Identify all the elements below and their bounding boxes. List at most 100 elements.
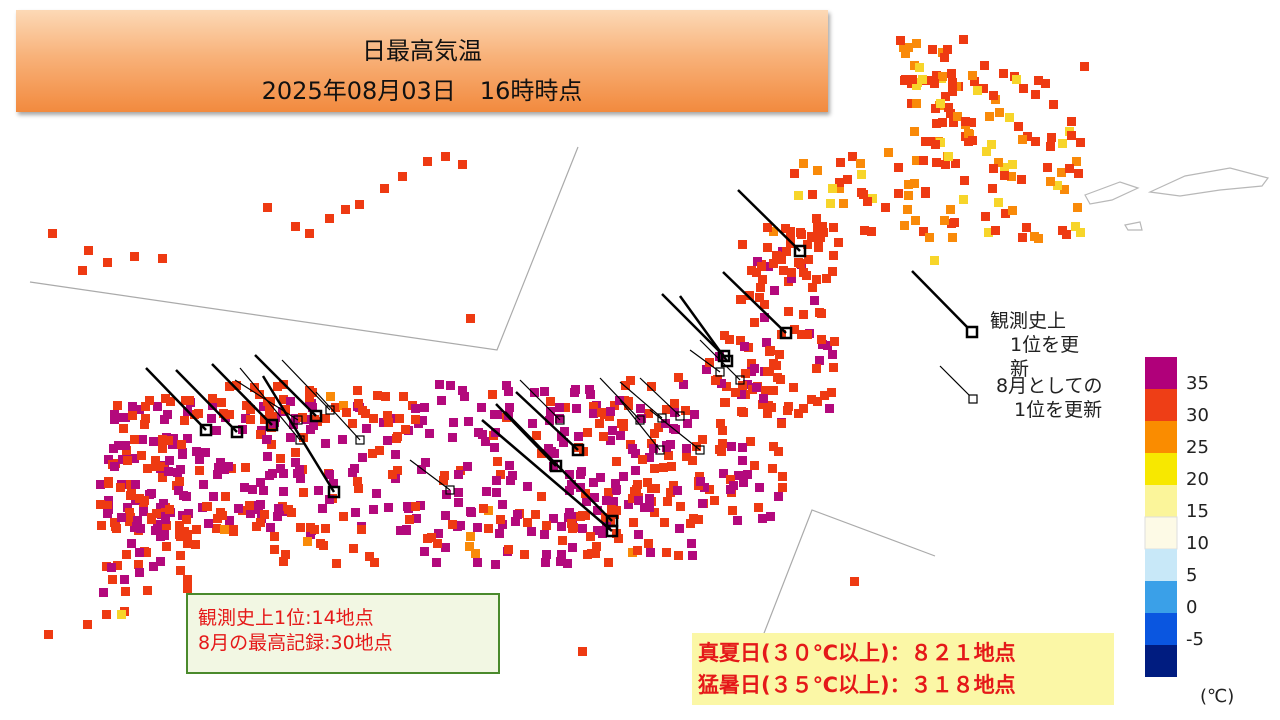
station-marker xyxy=(358,406,367,415)
station-marker xyxy=(126,491,135,500)
station-marker xyxy=(384,503,393,512)
station-marker xyxy=(163,410,172,419)
station-marker xyxy=(162,542,171,551)
station-marker xyxy=(453,522,462,531)
station-marker xyxy=(259,486,268,495)
station-marker xyxy=(710,496,719,505)
station-marker xyxy=(647,439,656,448)
station-marker xyxy=(797,230,806,239)
station-marker xyxy=(671,425,680,434)
station-marker xyxy=(439,476,448,485)
station-marker xyxy=(537,449,546,458)
station-marker xyxy=(546,397,555,406)
record-all-time-leader xyxy=(722,271,787,334)
station-marker xyxy=(369,505,378,514)
station-marker xyxy=(763,223,772,232)
station-marker xyxy=(769,227,778,236)
station-marker xyxy=(348,419,357,428)
station-marker xyxy=(725,335,734,344)
station-marker xyxy=(960,176,969,185)
station-marker xyxy=(375,446,384,455)
station-marker xyxy=(540,387,549,396)
station-marker xyxy=(1058,139,1067,148)
station-marker xyxy=(1049,100,1058,109)
station-marker xyxy=(591,549,600,558)
station-marker xyxy=(1012,75,1021,84)
record-all-time-leader xyxy=(175,369,238,433)
station-marker xyxy=(329,479,338,488)
station-marker xyxy=(464,417,473,426)
station-marker xyxy=(449,418,458,427)
station-marker xyxy=(199,480,208,489)
station-marker xyxy=(948,233,957,242)
station-marker xyxy=(574,443,583,452)
station-marker xyxy=(441,543,450,552)
station-marker xyxy=(122,446,131,455)
station-marker xyxy=(782,247,791,256)
station-marker xyxy=(130,252,139,261)
station-marker xyxy=(688,456,697,465)
station-marker xyxy=(636,404,645,413)
station-marker xyxy=(822,274,831,283)
coastline xyxy=(1084,167,1270,231)
station-marker xyxy=(830,337,839,346)
station-marker xyxy=(750,461,759,470)
station-marker xyxy=(141,402,150,411)
station-marker xyxy=(881,203,890,212)
station-marker xyxy=(234,504,243,513)
station-marker xyxy=(940,53,949,62)
station-marker xyxy=(246,415,255,424)
station-marker xyxy=(113,401,122,410)
station-marker xyxy=(131,480,140,489)
station-marker xyxy=(769,359,778,368)
station-marker xyxy=(107,563,116,572)
station-marker xyxy=(339,512,348,521)
station-marker xyxy=(813,166,822,175)
station-marker xyxy=(383,411,392,420)
station-marker xyxy=(160,415,169,424)
station-marker xyxy=(926,137,935,146)
station-marker xyxy=(145,396,154,405)
record-all-time-station xyxy=(720,354,734,368)
station-marker xyxy=(458,160,467,169)
station-marker xyxy=(1047,133,1056,142)
station-marker xyxy=(412,514,421,523)
station-marker xyxy=(720,398,729,407)
station-marker xyxy=(149,562,158,571)
station-marker xyxy=(727,442,736,451)
station-marker xyxy=(540,530,549,539)
station-marker xyxy=(318,504,327,513)
station-marker xyxy=(778,483,787,492)
station-marker xyxy=(818,340,827,349)
station-marker xyxy=(944,152,953,161)
station-marker xyxy=(263,203,272,212)
station-marker xyxy=(310,415,319,424)
station-marker xyxy=(857,170,866,179)
station-marker xyxy=(567,519,576,528)
station-marker xyxy=(176,566,185,575)
station-marker xyxy=(161,394,170,403)
station-marker xyxy=(626,376,635,385)
station-marker xyxy=(664,451,673,460)
station-marker xyxy=(97,521,106,530)
station-marker xyxy=(753,257,762,266)
station-marker xyxy=(416,501,425,510)
station-marker xyxy=(104,455,113,464)
station-marker xyxy=(357,525,366,534)
station-marker xyxy=(1076,138,1085,147)
station-marker xyxy=(221,492,230,501)
record-august-leader xyxy=(619,381,663,419)
station-marker xyxy=(736,336,745,345)
station-marker xyxy=(770,286,779,295)
manatsubi-count: 真夏日(３０℃以上)：８２１地点 xyxy=(698,641,1016,665)
station-marker xyxy=(818,222,827,231)
station-marker xyxy=(118,455,127,464)
station-marker xyxy=(321,439,330,448)
station-marker xyxy=(561,403,570,412)
station-marker xyxy=(245,501,254,510)
station-marker xyxy=(743,380,752,389)
station-marker xyxy=(589,402,598,411)
station-marker xyxy=(826,199,835,208)
station-marker xyxy=(631,466,640,475)
